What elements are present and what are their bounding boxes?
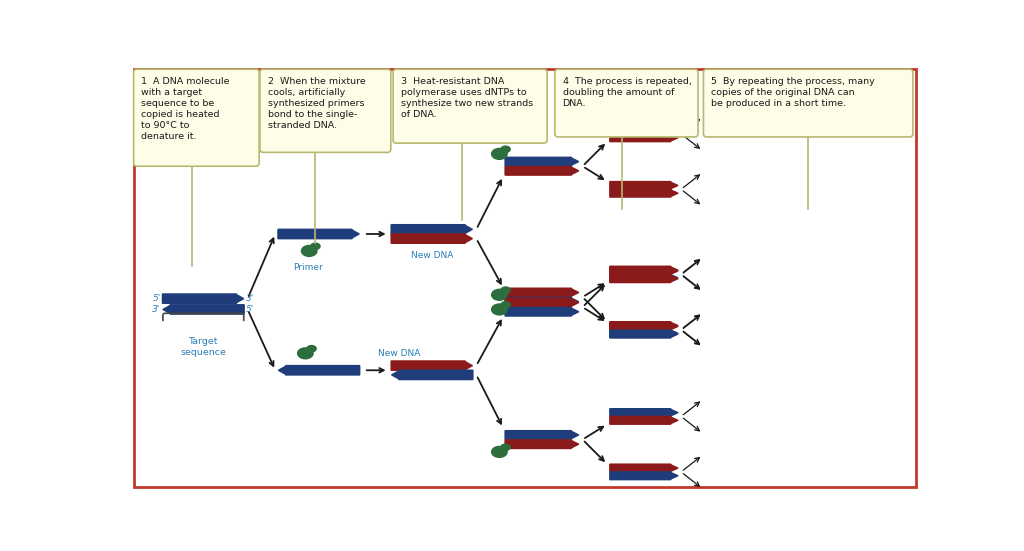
- Polygon shape: [671, 472, 678, 479]
- Text: 1  A DNA molecule
with a target
sequence to be
copied is heated
to 90°C to
denat: 1 A DNA molecule with a target sequence …: [141, 77, 229, 142]
- Polygon shape: [671, 134, 678, 141]
- Ellipse shape: [490, 289, 508, 301]
- Text: 3': 3': [153, 305, 161, 314]
- Polygon shape: [671, 274, 678, 282]
- FancyBboxPatch shape: [609, 274, 672, 283]
- FancyBboxPatch shape: [398, 370, 473, 380]
- Polygon shape: [391, 371, 399, 379]
- Ellipse shape: [310, 242, 321, 250]
- Polygon shape: [237, 294, 244, 303]
- Polygon shape: [571, 289, 579, 296]
- Polygon shape: [671, 182, 678, 189]
- Text: 5': 5': [153, 294, 161, 303]
- Text: New DNA: New DNA: [411, 251, 454, 260]
- Text: Primer: Primer: [293, 263, 323, 272]
- FancyBboxPatch shape: [609, 133, 672, 142]
- Text: Target
sequence: Target sequence: [180, 337, 226, 356]
- FancyBboxPatch shape: [555, 69, 698, 137]
- Polygon shape: [571, 308, 579, 316]
- Polygon shape: [671, 275, 678, 282]
- Polygon shape: [671, 127, 678, 133]
- Polygon shape: [671, 322, 678, 329]
- FancyBboxPatch shape: [169, 304, 245, 315]
- Polygon shape: [571, 167, 579, 175]
- Polygon shape: [571, 298, 579, 306]
- Ellipse shape: [490, 446, 508, 458]
- Ellipse shape: [297, 347, 313, 359]
- FancyBboxPatch shape: [609, 321, 672, 330]
- FancyBboxPatch shape: [505, 439, 572, 449]
- Text: 5  By repeating the process, many
copies of the original DNA can
be produced in : 5 By repeating the process, many copies …: [711, 77, 874, 108]
- FancyBboxPatch shape: [609, 415, 672, 425]
- FancyBboxPatch shape: [609, 322, 672, 331]
- FancyBboxPatch shape: [505, 298, 572, 307]
- FancyBboxPatch shape: [505, 288, 572, 298]
- FancyBboxPatch shape: [609, 126, 672, 134]
- Polygon shape: [465, 225, 472, 234]
- FancyBboxPatch shape: [609, 408, 672, 417]
- FancyBboxPatch shape: [134, 69, 259, 166]
- Polygon shape: [671, 323, 678, 330]
- Polygon shape: [571, 299, 579, 306]
- Ellipse shape: [306, 345, 316, 353]
- Polygon shape: [671, 331, 678, 338]
- Text: New DNA: New DNA: [378, 349, 421, 358]
- Ellipse shape: [490, 148, 508, 160]
- Text: 2  When the mixture
cools, artificially
synthesized primers
bond to the single-
: 2 When the mixture cools, artificially s…: [267, 77, 366, 130]
- FancyBboxPatch shape: [505, 430, 572, 440]
- Polygon shape: [671, 417, 678, 424]
- FancyBboxPatch shape: [609, 181, 672, 190]
- FancyBboxPatch shape: [609, 471, 672, 480]
- FancyBboxPatch shape: [609, 188, 672, 198]
- Text: 3  Heat-resistant DNA
polymerase uses dNTPs to
synthesize two new strands
of DNA: 3 Heat-resistant DNA polymerase uses dNT…: [400, 77, 534, 119]
- FancyBboxPatch shape: [505, 307, 572, 317]
- Polygon shape: [671, 190, 678, 197]
- FancyBboxPatch shape: [609, 266, 672, 276]
- Polygon shape: [571, 158, 579, 165]
- Ellipse shape: [490, 303, 508, 316]
- Ellipse shape: [500, 301, 511, 309]
- Ellipse shape: [500, 444, 511, 451]
- FancyBboxPatch shape: [703, 69, 912, 137]
- Text: 5': 5': [246, 305, 254, 314]
- Polygon shape: [465, 361, 472, 370]
- FancyBboxPatch shape: [505, 166, 572, 176]
- FancyBboxPatch shape: [609, 273, 672, 283]
- FancyBboxPatch shape: [609, 266, 672, 275]
- FancyBboxPatch shape: [162, 293, 238, 304]
- FancyBboxPatch shape: [390, 224, 466, 235]
- FancyBboxPatch shape: [390, 360, 466, 371]
- Polygon shape: [351, 230, 359, 238]
- FancyBboxPatch shape: [609, 329, 672, 339]
- FancyBboxPatch shape: [393, 69, 547, 143]
- Polygon shape: [163, 305, 171, 314]
- FancyBboxPatch shape: [609, 463, 672, 473]
- Polygon shape: [671, 267, 678, 274]
- FancyBboxPatch shape: [609, 329, 672, 338]
- FancyBboxPatch shape: [505, 156, 572, 166]
- Text: 3': 3': [246, 294, 254, 303]
- Polygon shape: [571, 440, 579, 448]
- Polygon shape: [571, 431, 579, 439]
- Ellipse shape: [500, 287, 511, 294]
- Polygon shape: [671, 464, 678, 472]
- FancyBboxPatch shape: [285, 365, 360, 376]
- Polygon shape: [465, 234, 472, 243]
- Ellipse shape: [301, 245, 317, 257]
- Polygon shape: [671, 267, 678, 274]
- Polygon shape: [671, 330, 678, 337]
- FancyBboxPatch shape: [278, 229, 352, 239]
- Polygon shape: [671, 409, 678, 416]
- Polygon shape: [279, 366, 286, 375]
- Ellipse shape: [500, 145, 511, 153]
- FancyBboxPatch shape: [390, 233, 466, 244]
- FancyBboxPatch shape: [505, 297, 572, 307]
- FancyBboxPatch shape: [260, 69, 391, 153]
- Text: 4  The process is repeated,
doubling the amount of
DNA.: 4 The process is repeated, doubling the …: [562, 77, 691, 108]
